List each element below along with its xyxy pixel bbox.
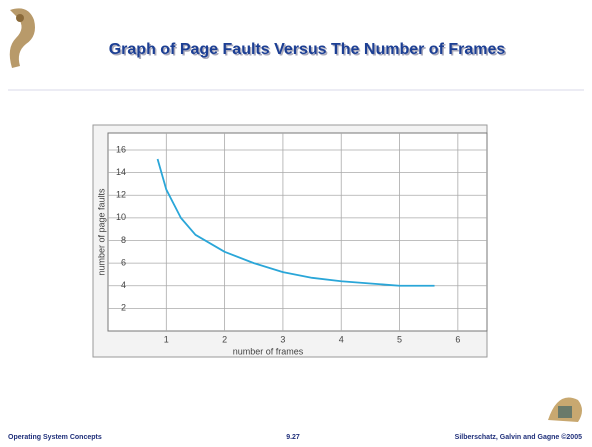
x-tick-label: 5 <box>397 334 402 344</box>
x-tick-label: 4 <box>339 334 344 344</box>
y-tick-label: 16 <box>116 144 126 154</box>
x-tick-label: 6 <box>455 334 460 344</box>
y-tick-label: 4 <box>121 280 126 290</box>
x-axis-label: number of frames <box>233 346 304 356</box>
footer-center: 9.27 <box>286 434 300 441</box>
y-tick-label: 6 <box>121 257 126 267</box>
slide: Graph of Page Faults Versus The Number o… <box>0 0 592 447</box>
y-tick-label: 14 <box>116 167 126 177</box>
plot-area <box>108 133 487 331</box>
footer-left: Operating System Concepts <box>8 434 102 441</box>
y-tick-label: 12 <box>116 190 126 200</box>
x-tick-label: 2 <box>222 334 227 344</box>
x-tick-label: 3 <box>280 334 285 344</box>
y-tick-label: 2 <box>121 303 126 313</box>
chart-title: Graph of Page Faults Versus The Number o… <box>109 41 506 58</box>
y-tick-label: 8 <box>121 235 126 245</box>
y-tick-label: 10 <box>116 212 126 222</box>
y-axis-label: number of page faults <box>96 188 106 276</box>
x-tick-label: 1 <box>164 334 169 344</box>
footer-right: Silberschatz, Galvin and Gagne ©2005 <box>455 433 582 441</box>
